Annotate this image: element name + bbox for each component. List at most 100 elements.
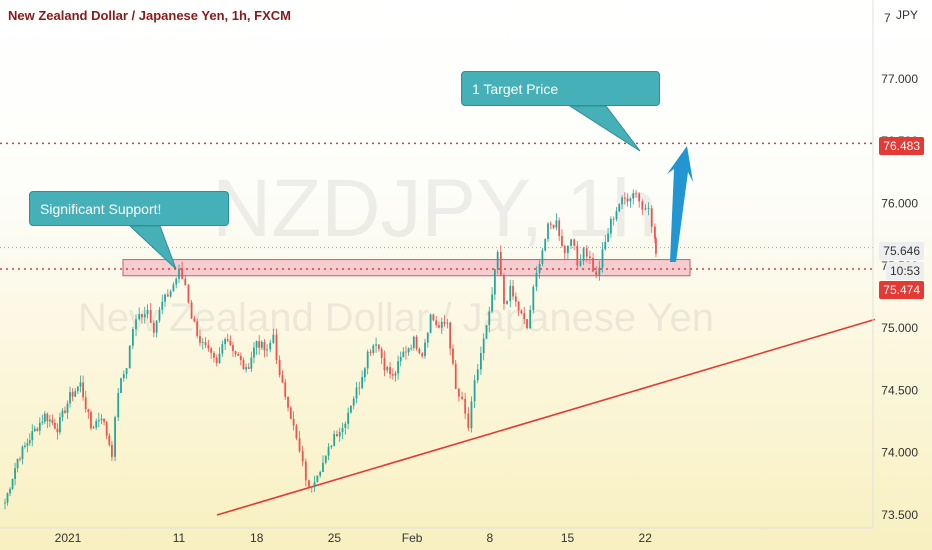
candle-body xyxy=(141,314,143,318)
candle-body xyxy=(576,245,579,266)
candle-body xyxy=(623,197,626,199)
candle-body xyxy=(287,396,289,408)
candle-body xyxy=(111,444,113,457)
candle-body xyxy=(90,412,92,429)
candle-body xyxy=(626,198,629,202)
candle-body xyxy=(491,294,493,312)
candle-body xyxy=(432,314,435,321)
candle-body xyxy=(92,427,95,429)
y-tick-label: 77.000 xyxy=(881,72,918,86)
candle-body xyxy=(149,309,152,323)
candle-body xyxy=(199,335,201,343)
candle-body xyxy=(184,278,187,286)
candle-body xyxy=(108,435,111,445)
candle-body xyxy=(158,309,161,321)
candle-body xyxy=(304,461,307,481)
candle-body xyxy=(181,268,184,279)
candle-body xyxy=(14,468,16,479)
candle-body xyxy=(84,397,87,410)
candle-body xyxy=(26,443,29,446)
candle-body xyxy=(363,368,366,378)
candle-body xyxy=(48,419,51,422)
candle-body xyxy=(128,345,131,369)
candle-body xyxy=(138,314,141,320)
support-zone-layer xyxy=(122,259,691,277)
candle-body xyxy=(410,347,413,349)
candle-body xyxy=(269,342,272,350)
candle-body xyxy=(187,285,190,303)
support-callout[interactable]: Significant Support! xyxy=(29,191,229,226)
candle-body xyxy=(229,340,232,346)
x-tick-label: 11 xyxy=(173,531,186,545)
candle-body xyxy=(407,348,410,353)
candle-body xyxy=(338,432,341,437)
candle-body xyxy=(517,301,520,311)
candle-body xyxy=(380,349,383,359)
candle-body xyxy=(247,367,250,369)
candle-body xyxy=(366,351,369,369)
candle-body xyxy=(242,360,245,370)
ascending-trendline xyxy=(216,318,876,516)
candle-body xyxy=(570,239,572,246)
x-tick-label: 22 xyxy=(639,531,653,545)
candle-body xyxy=(327,447,330,456)
candle-body xyxy=(412,336,415,348)
candle-body xyxy=(479,353,482,370)
candle-body xyxy=(635,193,637,195)
candle-body xyxy=(632,193,635,199)
candle-body xyxy=(372,345,375,353)
candle-body xyxy=(193,318,196,322)
candle-body xyxy=(421,353,424,357)
candle-body xyxy=(509,286,512,302)
candle-body xyxy=(464,398,467,414)
y-tick-label: 74.000 xyxy=(881,446,918,460)
candle-body xyxy=(226,339,229,341)
candle-body xyxy=(71,392,74,397)
candle-body xyxy=(316,475,319,483)
candle-body xyxy=(100,418,103,421)
current-price-tag: 75.646 xyxy=(879,242,924,260)
candle-body xyxy=(650,208,653,227)
candle-body xyxy=(333,434,336,446)
candle-body xyxy=(520,310,523,314)
candle-body xyxy=(499,251,502,275)
y-tick-label: 75.000 xyxy=(881,321,918,335)
projection-arrow-layer xyxy=(667,146,693,262)
candle-body xyxy=(512,286,514,297)
chart-title: New Zealand Dollar / Japanese Yen, 1h, F… xyxy=(8,8,291,23)
candle-body xyxy=(310,486,313,488)
candle-body xyxy=(461,396,463,399)
candle-body xyxy=(375,344,377,346)
candle-body xyxy=(210,348,213,353)
candle-body xyxy=(473,380,476,402)
candle-body xyxy=(573,239,576,246)
candle-body xyxy=(440,321,443,328)
candle-body xyxy=(51,419,54,423)
candle-body xyxy=(43,413,46,422)
candle-body xyxy=(79,382,82,387)
candle-body xyxy=(641,201,644,210)
candle-body xyxy=(607,233,609,242)
candle-body xyxy=(308,480,310,487)
candle-body xyxy=(117,393,120,418)
candle-body xyxy=(31,431,34,441)
candle-body xyxy=(105,421,108,436)
candle-body xyxy=(394,373,397,376)
candle-body xyxy=(352,398,355,406)
candle-body xyxy=(389,367,391,375)
candle-body xyxy=(120,378,122,394)
candle-body xyxy=(301,451,304,462)
candle-body xyxy=(549,223,552,225)
target-price-callout[interactable]: 1 Target Price xyxy=(461,71,660,106)
candle-body xyxy=(589,256,591,258)
candle-body xyxy=(426,332,429,343)
candle-body xyxy=(319,472,322,476)
candle-body xyxy=(449,322,452,349)
candle-body xyxy=(322,462,324,473)
candle-body xyxy=(446,322,449,324)
candle-body xyxy=(272,334,275,343)
x-tick-label: 2021 xyxy=(55,531,82,545)
x-tick-label: 8 xyxy=(486,531,493,545)
